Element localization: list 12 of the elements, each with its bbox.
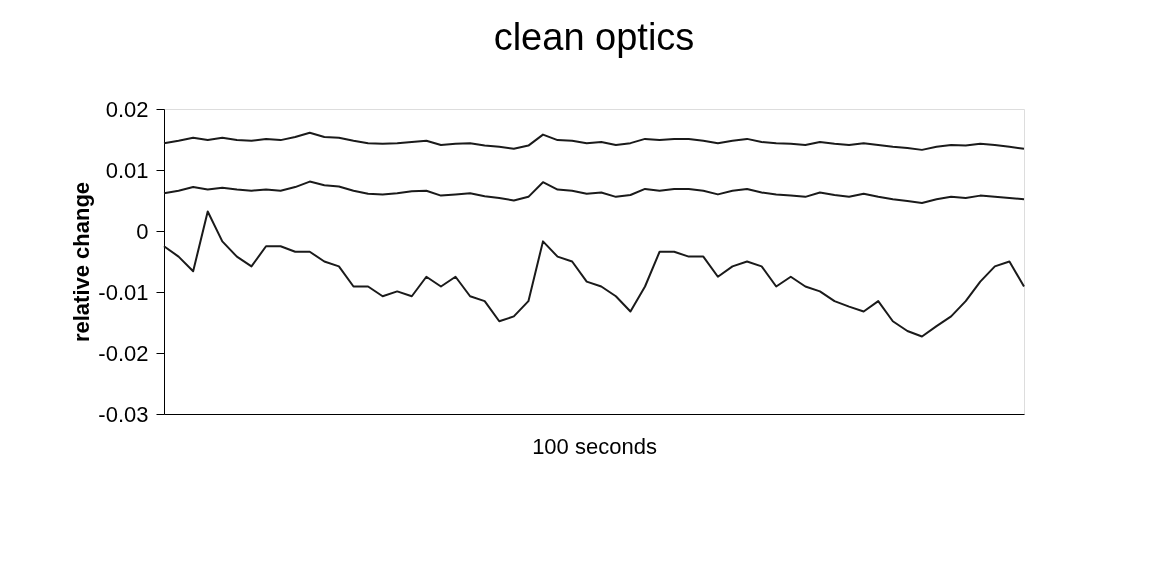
line-series xyxy=(163,180,1025,204)
y-axis-title: relative change xyxy=(69,181,95,343)
y-tick-label: -0.03 xyxy=(98,401,149,427)
line-series xyxy=(163,210,1025,338)
y-tick-label: -0.02 xyxy=(98,340,149,366)
y-tick-label: 0 xyxy=(136,218,149,244)
chart-title: clean optics xyxy=(493,16,695,58)
y-tick-label: 0.02 xyxy=(105,96,149,122)
y-tick-label: -0.01 xyxy=(98,279,149,305)
x-axis-title: 100 seconds xyxy=(532,433,657,459)
y-tick-label: 0.01 xyxy=(105,157,149,183)
line-series xyxy=(163,131,1025,151)
